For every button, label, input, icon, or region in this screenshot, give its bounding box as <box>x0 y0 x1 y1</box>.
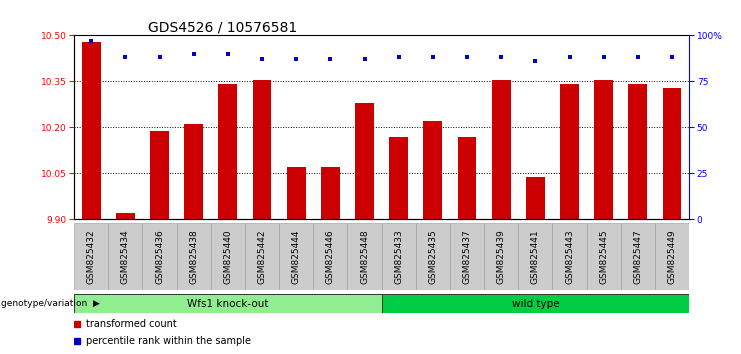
Text: GSM825436: GSM825436 <box>155 229 164 284</box>
Text: Wfs1 knock-out: Wfs1 knock-out <box>187 298 268 309</box>
Bar <box>662 87 682 219</box>
Text: GSM825446: GSM825446 <box>326 229 335 284</box>
Text: GSM825448: GSM825448 <box>360 229 369 284</box>
FancyBboxPatch shape <box>210 223 245 290</box>
Text: GSM825437: GSM825437 <box>462 229 471 284</box>
Point <box>666 55 678 60</box>
Bar <box>594 80 613 219</box>
FancyBboxPatch shape <box>279 223 313 290</box>
Point <box>290 57 302 62</box>
Point <box>495 55 507 60</box>
Point <box>153 55 165 60</box>
Text: GSM825447: GSM825447 <box>634 229 642 284</box>
Point <box>222 51 234 57</box>
Text: GSM825444: GSM825444 <box>292 229 301 284</box>
Point <box>632 55 644 60</box>
Text: GSM825433: GSM825433 <box>394 229 403 284</box>
Text: GSM825438: GSM825438 <box>189 229 198 284</box>
FancyBboxPatch shape <box>176 223 210 290</box>
FancyBboxPatch shape <box>553 223 587 290</box>
Point <box>529 58 541 64</box>
Text: GSM825441: GSM825441 <box>531 229 540 284</box>
Text: GSM825440: GSM825440 <box>223 229 233 284</box>
FancyBboxPatch shape <box>518 223 553 290</box>
Text: GSM825445: GSM825445 <box>599 229 608 284</box>
FancyBboxPatch shape <box>245 223 279 290</box>
FancyBboxPatch shape <box>74 294 382 313</box>
Bar <box>526 177 545 219</box>
Point <box>119 55 131 60</box>
Bar <box>423 121 442 219</box>
FancyBboxPatch shape <box>655 223 689 290</box>
Bar <box>628 85 648 219</box>
Point <box>427 55 439 60</box>
Text: GSM825432: GSM825432 <box>87 229 96 284</box>
Bar <box>287 167 305 219</box>
Bar <box>492 80 511 219</box>
Point <box>598 55 610 60</box>
Text: genotype/variation  ▶: genotype/variation ▶ <box>1 299 100 308</box>
Point <box>187 51 199 57</box>
Bar <box>355 103 374 219</box>
Bar <box>321 167 340 219</box>
Point <box>256 57 268 62</box>
Text: GSM825443: GSM825443 <box>565 229 574 284</box>
FancyBboxPatch shape <box>313 223 348 290</box>
Bar <box>389 137 408 219</box>
FancyBboxPatch shape <box>621 223 655 290</box>
Point <box>359 57 370 62</box>
Text: wild type: wild type <box>511 298 559 309</box>
Text: GSM825439: GSM825439 <box>496 229 505 284</box>
FancyBboxPatch shape <box>382 223 416 290</box>
Text: transformed count: transformed count <box>87 319 177 329</box>
FancyBboxPatch shape <box>348 223 382 290</box>
Bar <box>82 41 101 219</box>
Bar <box>253 80 271 219</box>
FancyBboxPatch shape <box>74 223 108 290</box>
FancyBboxPatch shape <box>587 223 621 290</box>
Point <box>85 38 97 44</box>
Bar <box>150 131 169 219</box>
Bar <box>560 85 579 219</box>
Point <box>325 57 336 62</box>
FancyBboxPatch shape <box>142 223 176 290</box>
Text: GSM825449: GSM825449 <box>668 229 677 284</box>
Text: percentile rank within the sample: percentile rank within the sample <box>87 336 251 346</box>
Text: GSM825435: GSM825435 <box>428 229 437 284</box>
Text: GDS4526 / 10576581: GDS4526 / 10576581 <box>148 20 297 34</box>
Point <box>461 55 473 60</box>
Bar <box>219 85 237 219</box>
FancyBboxPatch shape <box>416 223 450 290</box>
Point <box>393 55 405 60</box>
FancyBboxPatch shape <box>484 223 518 290</box>
FancyBboxPatch shape <box>108 223 142 290</box>
Bar <box>116 213 135 219</box>
FancyBboxPatch shape <box>450 223 484 290</box>
FancyBboxPatch shape <box>382 294 689 313</box>
Text: GSM825442: GSM825442 <box>258 229 267 284</box>
Bar <box>458 137 476 219</box>
Text: GSM825434: GSM825434 <box>121 229 130 284</box>
Point <box>564 55 576 60</box>
Bar <box>185 124 203 219</box>
